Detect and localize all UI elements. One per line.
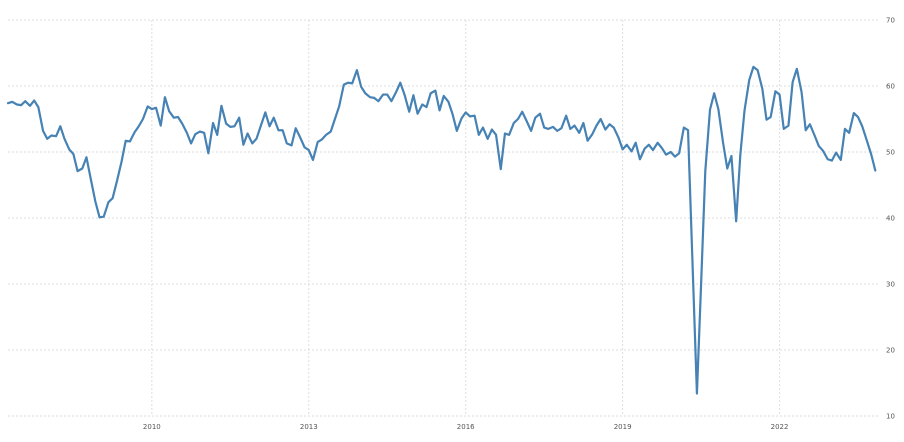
series-layer (6, 65, 877, 395)
y-tick-label-40: 40 (886, 215, 895, 223)
x-tick-label-2022: 2022 (771, 423, 789, 431)
x-tick-label-2016: 2016 (457, 423, 475, 431)
y-tick-label-30: 30 (886, 281, 895, 289)
series-line-0 (6, 65, 877, 395)
y-tick-label-70: 70 (886, 17, 895, 25)
x-axis-ticks: 2010 2013 2016 2019 2022 (143, 423, 789, 431)
y-tick-label-60: 60 (886, 83, 895, 91)
x-tick-label-2019: 2019 (614, 423, 632, 431)
y-tick-label-20: 20 (886, 347, 895, 355)
y-tick-label-10: 10 (886, 413, 895, 421)
x-tick-label-2010: 2010 (143, 423, 161, 431)
y-axis-ticks: 10 20 30 40 50 60 70 (886, 17, 895, 421)
x-tick-label-2013: 2013 (300, 423, 318, 431)
y-tick-label-50: 50 (886, 149, 895, 157)
grid-lines (8, 19, 880, 417)
